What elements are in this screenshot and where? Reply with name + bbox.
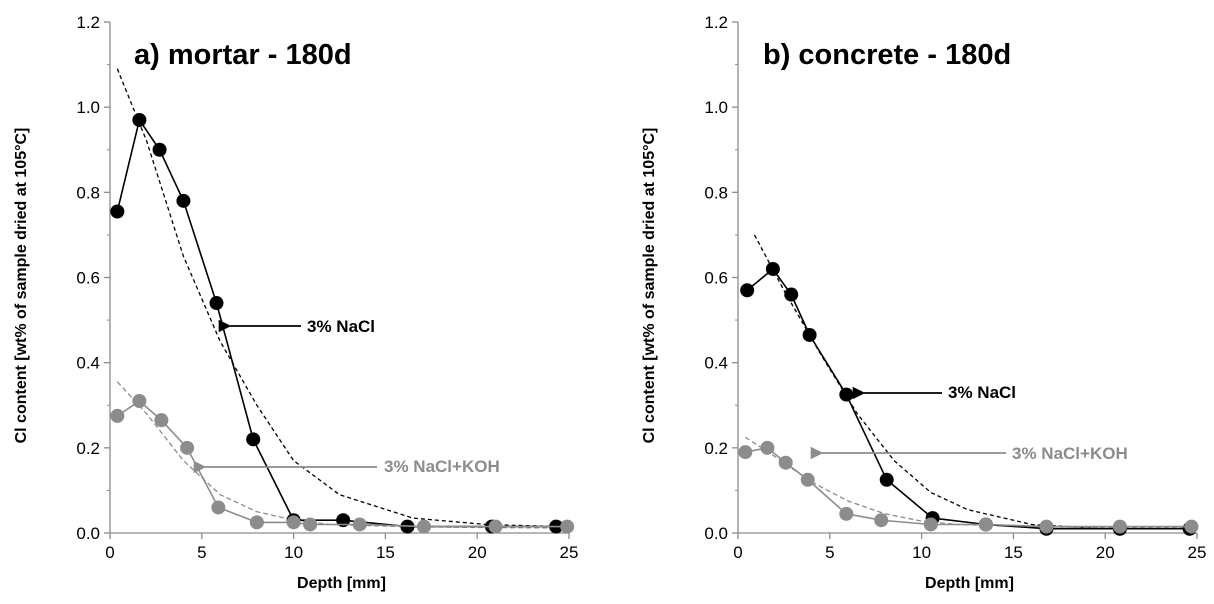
x-tick-label: 5: [197, 543, 206, 562]
chart-title: b) concrete - 180d: [763, 39, 1011, 71]
data-point-nacl-koh: [249, 515, 264, 530]
x-tick-label: 0: [733, 543, 742, 562]
data-point-nacl: [879, 472, 894, 487]
data-point-nacl-koh: [1184, 519, 1199, 534]
data-point-nacl: [765, 261, 780, 276]
data-point-nacl-koh: [416, 519, 431, 534]
data-point-nacl-koh: [839, 506, 854, 521]
fit-line-nacl: [753, 234, 1188, 530]
data-point-nacl: [740, 283, 755, 298]
data-point-nacl-koh: [923, 517, 938, 532]
data-point-nacl-koh: [978, 517, 993, 532]
data-point-nacl: [839, 387, 854, 402]
annotation-label: 3% NaCl: [948, 383, 1016, 402]
data-point-nacl: [132, 112, 147, 127]
data-point-nacl-koh: [874, 513, 889, 528]
data-point-nacl: [152, 142, 167, 157]
x-tick-label: 25: [1188, 543, 1207, 562]
data-point-nacl-koh: [132, 393, 147, 408]
y-tick-label: 0.8: [704, 183, 728, 202]
y-tick-label: 1.0: [76, 98, 100, 117]
y-axis-title: Cl content [wt% of sample dried at 105°C…: [13, 128, 30, 444]
data-point-nacl-koh: [352, 517, 367, 532]
y-tick-label: 1.2: [704, 13, 728, 32]
x-axis-title: Depth [mm]: [297, 575, 386, 592]
fit-line-nacl-koh: [116, 381, 551, 529]
y-tick-label: 1.2: [76, 13, 100, 32]
x-tick-label: 10: [284, 543, 303, 562]
data-point-nacl-koh: [560, 519, 575, 534]
y-tick-label: 0.0: [76, 524, 100, 543]
x-tick-label: 15: [1004, 543, 1023, 562]
annotation-label: 3% NaCl+KOH: [1012, 444, 1128, 463]
x-tick-label: 0: [105, 543, 114, 562]
y-axis-title: Cl content [wt% of sample dried at 105°C…: [641, 128, 658, 444]
data-point-nacl-koh: [154, 413, 169, 428]
y-tick-label: 0.4: [76, 354, 100, 373]
data-point-nacl: [176, 193, 191, 208]
annotation-label: 3% NaCl: [307, 317, 375, 336]
data-point-nacl-koh: [800, 472, 815, 487]
data-point-nacl-koh: [110, 408, 125, 423]
data-point-nacl-koh: [286, 515, 301, 530]
data-point-nacl-koh: [303, 517, 318, 532]
data-point-nacl: [784, 287, 799, 302]
x-tick-label: 20: [468, 543, 487, 562]
data-point-nacl-koh: [1039, 519, 1054, 534]
x-tick-label: 15: [376, 543, 395, 562]
chart-title: a) mortar - 180d: [134, 39, 352, 71]
y-tick-label: 1.0: [704, 98, 728, 117]
chart-panel-b: 0.0 0.2 0.4 0.6 0.8 1.0 1.2 0 5 10 15 20 25 Depth [mm…: [641, 13, 1206, 592]
data-point-nacl-koh: [1112, 519, 1127, 534]
y-tick-label: 0.0: [704, 524, 728, 543]
data-point-nacl-koh: [738, 445, 753, 460]
x-axis-title: Depth [mm]: [925, 575, 1014, 592]
y-tick-label: 0.4: [704, 354, 728, 373]
data-point-nacl-koh: [778, 455, 793, 470]
data-point-nacl: [246, 432, 261, 447]
annotation-label: 3% NaCl+KOH: [384, 457, 500, 476]
y-tick-label: 0.6: [704, 269, 728, 288]
data-point-nacl: [209, 296, 224, 311]
data-point-nacl: [110, 204, 125, 219]
data-point-nacl-koh: [760, 440, 775, 455]
x-tick-label: 25: [560, 543, 579, 562]
data-point-nacl: [802, 327, 817, 342]
y-tick-label: 0.6: [76, 269, 100, 288]
y-tick-label: 0.2: [76, 439, 100, 458]
y-tick-label: 0.8: [76, 183, 100, 202]
data-point-nacl-koh: [488, 519, 503, 534]
data-point-nacl-koh: [211, 500, 226, 515]
y-tick-label: 0.2: [704, 439, 728, 458]
fit-line-nacl: [116, 68, 560, 528]
chart-panel-a: 0.0 0.2 0.4 0.6 0.8 1.0 1.2 0 5 10 15 20 25 Depth [mm…: [13, 13, 578, 592]
x-tick-label: 5: [825, 543, 834, 562]
x-tick-label: 10: [912, 543, 931, 562]
data-point-nacl-koh: [180, 440, 195, 455]
x-tick-label: 20: [1096, 543, 1115, 562]
